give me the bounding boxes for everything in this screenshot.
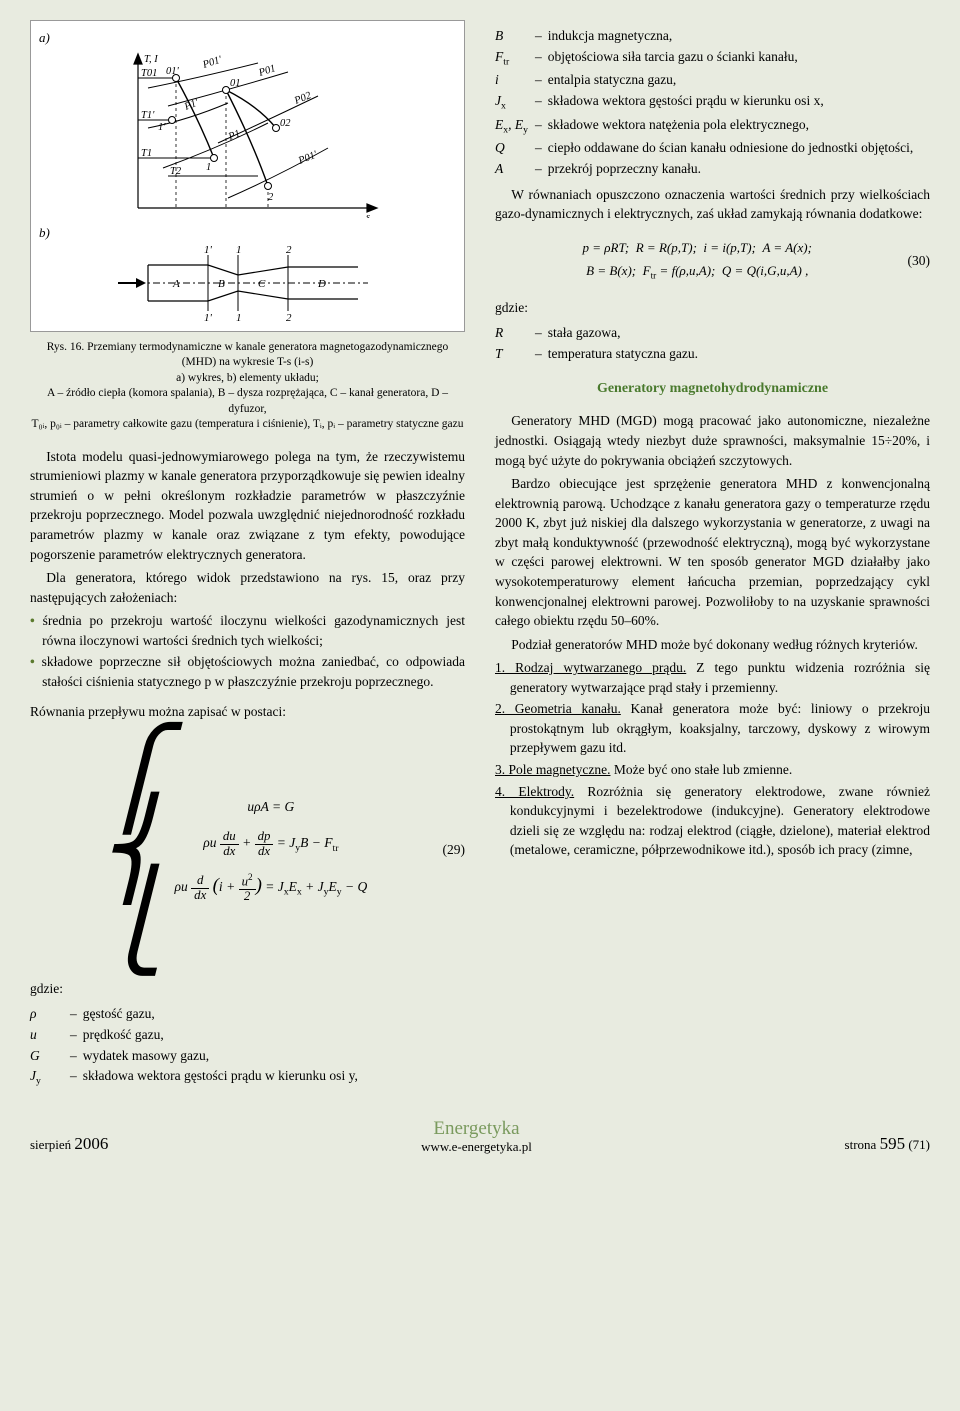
- where2-r: stała gazowa,: [548, 323, 930, 343]
- eq29-line1: uρA = G: [175, 797, 368, 817]
- bullet-2: składowe poprzeczne sił objętościowych m…: [30, 652, 465, 691]
- right-column: B–indukcja magnetyczna, Ftr–objętościowa…: [495, 20, 930, 1095]
- where-list-left: ρ–gęstość gazu, u–prędkość gazu, G–wydat…: [30, 1004, 465, 1088]
- where-rho: gęstość gazu,: [83, 1004, 465, 1024]
- where-ftr: objętościowa siła tarcia gazu o ścianki …: [548, 47, 930, 70]
- svg-text:1': 1': [204, 312, 213, 323]
- svg-text:1: 1: [236, 312, 242, 323]
- fig-label-a: a): [39, 29, 456, 48]
- svg-text:01': 01': [166, 66, 180, 77]
- caption-title: Rys. 16. Przemiany termodynamiczne w kan…: [47, 341, 449, 369]
- where-jx: składowa wektora gęstości prądu w kierun…: [548, 91, 930, 114]
- figure-caption: Rys. 16. Przemiany termodynamiczne w kan…: [30, 340, 465, 433]
- where-u: prędkość gazu,: [83, 1025, 465, 1045]
- where-b: indukcja magnetyczna,: [548, 26, 930, 46]
- equation-29: ⎧⎨⎩ uρA = G ρu dudx + dpdx = JyB − Ftr ρ…: [30, 733, 465, 967]
- svg-text:1: 1: [206, 162, 211, 173]
- where2-t: temperatura statyczna gazu.: [548, 344, 930, 364]
- where-i: entalpia statyczna gazu,: [548, 70, 930, 90]
- caption-sub2: A – źródło ciepła (komora spalania), B –…: [47, 387, 448, 415]
- equation-30: p = ρRT; R = R(p,T); i = i(p,T); A = A(x…: [495, 236, 930, 286]
- svg-text:D: D: [317, 278, 326, 290]
- svg-text:P02: P02: [292, 90, 313, 107]
- crit-2: 2. Geometria kanału. Kanał generatora mo…: [495, 699, 930, 758]
- svg-text:02: 02: [280, 118, 291, 129]
- where-exey: składowe wektora natężenia pola elektryc…: [548, 115, 930, 138]
- eq-intro: Równania przepływu można zapisać w posta…: [30, 702, 465, 722]
- where2-list: R–stała gazowa, T–temperatura statyczna …: [495, 323, 930, 363]
- where-jy: składowa wektora gęstości prądu w kierun…: [83, 1066, 465, 1089]
- where-q: ciepło oddawane do ścian kanału odniesio…: [548, 138, 930, 158]
- svg-text:01: 01: [230, 78, 241, 89]
- section-heading: Generatory magnetohydrodynamiczne: [495, 379, 930, 399]
- svg-text:P01: P01: [256, 63, 276, 79]
- svg-text:P1: P1: [226, 128, 242, 143]
- svg-text:T01: T01: [141, 68, 157, 79]
- caption-sub3: T₀ᵢ, p₀ᵢ – parametry całkowite gazu (tem…: [31, 418, 463, 430]
- eq30-line1: p = ρRT; R = R(p,T); i = i(p,T); A = A(x…: [495, 236, 900, 259]
- eq29-line2: ρu dudx + dpdx = JyB − Ftr: [175, 830, 368, 858]
- left-para-2: Dla generatora, którego widok przedstawi…: [30, 568, 465, 607]
- eq30-line2: B = B(x); Ftr = f(ρ,u,A); Q = Q(i,G,u,A)…: [495, 259, 900, 285]
- right-para-4: Generatory MHD (MGD) mogą pracować jako …: [495, 411, 930, 470]
- fig-label-b: b): [39, 224, 456, 243]
- eq29-line3: ρu ddx (i + u22) = JxEx + JyEy − Q: [175, 872, 368, 903]
- svg-text:1: 1: [236, 244, 242, 256]
- svg-text:1': 1': [158, 122, 166, 133]
- right-para-3: W równaniach opuszczono oznaczenia warto…: [495, 185, 930, 224]
- eq29-number: (29): [443, 840, 466, 860]
- footer-url: www.e-energetyka.pl: [421, 1138, 532, 1157]
- journal-logo: Energetyka: [421, 1119, 532, 1138]
- left-para-1: Istota modelu quasi-jednowymiarowego pol…: [30, 447, 465, 564]
- footer-right: strona 595 (71): [845, 1132, 930, 1157]
- diagram-a: T, I s T01 T1' T1 T2 01' 01 1' 1 02 2 P0…: [108, 48, 388, 218]
- svg-text:T1': T1': [141, 110, 155, 121]
- footer-center: Energetyka www.e-energetyka.pl: [421, 1119, 532, 1157]
- caption-sub1: a) wykres, b) elementy układu;: [176, 372, 319, 384]
- svg-text:A: A: [172, 278, 180, 290]
- page-footer: sierpień 2006 Energetyka www.e-energetyk…: [30, 1119, 930, 1157]
- svg-text:P01': P01': [200, 54, 223, 71]
- svg-text:T, I: T, I: [144, 54, 158, 65]
- svg-text:P01': P01': [296, 149, 320, 167]
- where-list-right: B–indukcja magnetyczna, Ftr–objętościowa…: [495, 26, 930, 179]
- svg-text:C: C: [258, 278, 266, 290]
- figure-box: a): [30, 20, 465, 332]
- right-para-5: Bardzo obiecujące jest sprzężenie genera…: [495, 474, 930, 631]
- where-g: wydatek masowy gazu,: [83, 1046, 465, 1066]
- diagram-b: 1' 1 2 1' 1 2 A B C D: [108, 243, 388, 323]
- footer-left: sierpień 2006: [30, 1132, 108, 1157]
- where-a: przekrój poprzeczny kanału.: [548, 159, 930, 179]
- svg-text:P1': P1': [182, 97, 201, 113]
- svg-text:T2: T2: [170, 166, 182, 177]
- assumption-list: średnia po przekroju wartość iloczynu wi…: [30, 611, 465, 691]
- page-columns: a): [30, 20, 930, 1095]
- where2-label: gdzie:: [495, 298, 930, 318]
- right-para-6: Podział generatorów MHD może być dokonan…: [495, 635, 930, 655]
- criteria-list: 1. Rodzaj wytwarzanego prądu. Z tego pun…: [495, 658, 930, 860]
- bullet-1: średnia po przekroju wartość iloczynu wi…: [30, 611, 465, 650]
- svg-text:2: 2: [286, 244, 292, 256]
- svg-text:T1: T1: [141, 148, 152, 159]
- svg-text:s: s: [366, 212, 370, 218]
- left-column: a): [30, 20, 465, 1095]
- eq30-number: (30): [908, 251, 931, 271]
- svg-text:2: 2: [286, 312, 292, 323]
- crit-1: 1. Rodzaj wytwarzanego prądu. Z tego pun…: [495, 658, 930, 697]
- svg-text:B: B: [218, 278, 225, 290]
- crit-3: 3. Pole magnetyczne. Może być ono stałe …: [495, 760, 930, 780]
- svg-text:2: 2: [268, 192, 274, 203]
- where-label: gdzie:: [30, 979, 465, 999]
- crit-4: 4. Elektrody. Rozróżnia się generatory e…: [495, 782, 930, 860]
- svg-text:1': 1': [204, 244, 213, 256]
